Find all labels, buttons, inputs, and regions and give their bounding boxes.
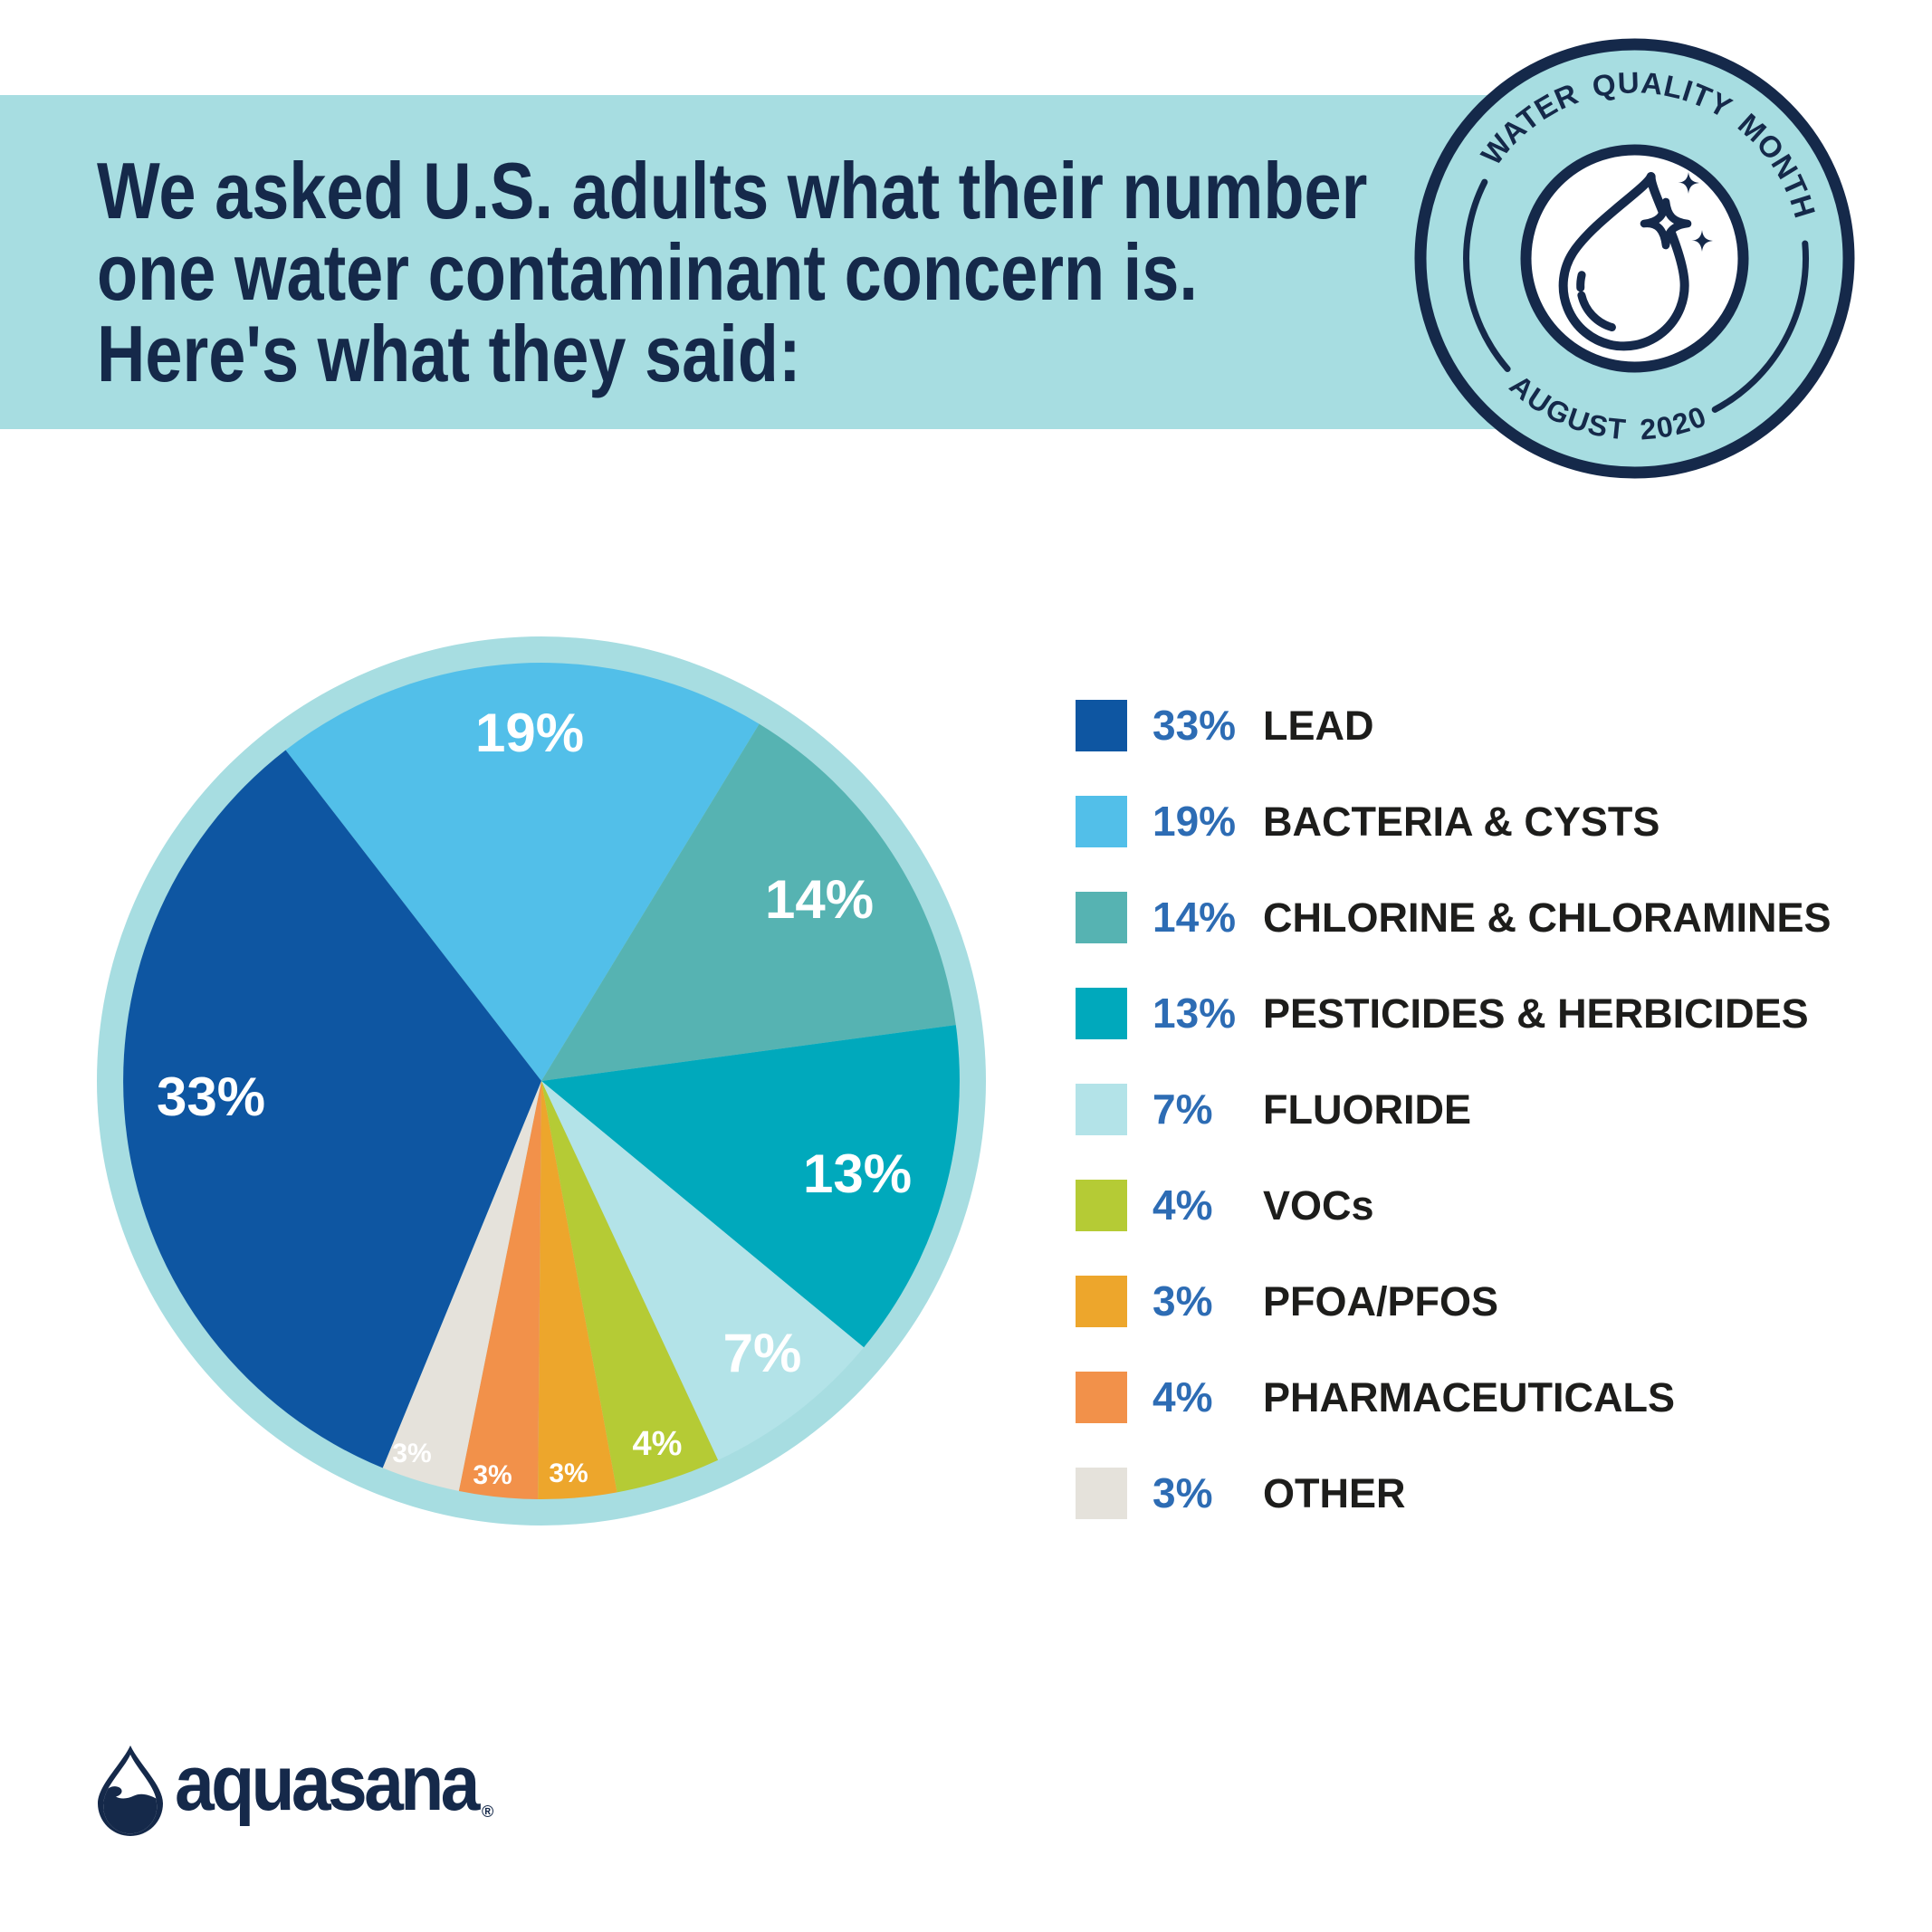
svg-text:3%: 3% xyxy=(473,1460,512,1490)
svg-text:33%: 33% xyxy=(157,1066,265,1127)
svg-text:7%: 7% xyxy=(723,1323,802,1383)
svg-text:14%: 14% xyxy=(765,869,874,930)
svg-text:4%: 4% xyxy=(633,1425,683,1463)
svg-text:3%: 3% xyxy=(549,1459,588,1488)
svg-text:19%: 19% xyxy=(475,703,584,763)
svg-text:3%: 3% xyxy=(392,1439,431,1468)
svg-text:13%: 13% xyxy=(803,1143,912,1204)
